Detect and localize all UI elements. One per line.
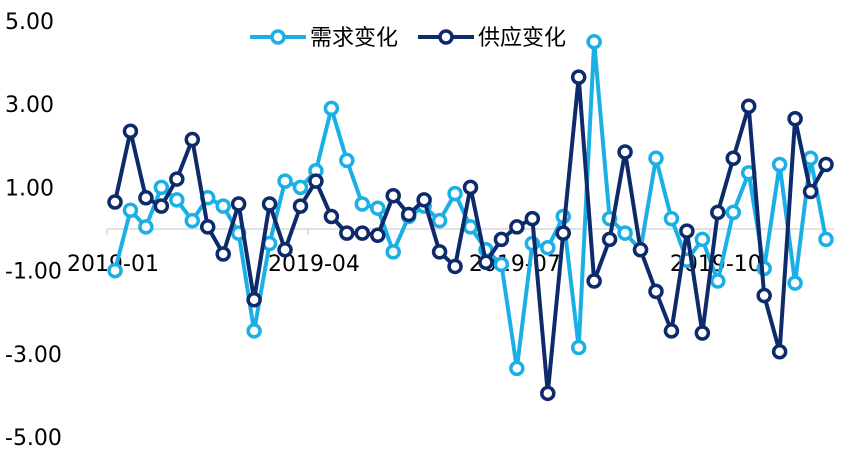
data-point xyxy=(292,179,309,196)
data-point xyxy=(447,185,463,202)
data-point xyxy=(385,244,401,260)
y-tick-label: 1.00 xyxy=(5,176,54,201)
data-point xyxy=(199,219,216,235)
data-point xyxy=(339,152,355,169)
data-point xyxy=(802,183,819,200)
y-tick-label: -5.00 xyxy=(5,426,62,451)
legend-item: 供应变化 xyxy=(418,26,566,51)
data-point xyxy=(292,198,309,214)
data-point xyxy=(632,242,649,258)
data-point xyxy=(153,179,170,196)
legend: 需求变化 供应变化 xyxy=(250,26,566,51)
y-tick-label: -3.00 xyxy=(5,343,62,368)
data-point xyxy=(431,244,448,260)
data-point xyxy=(710,273,726,289)
data-point xyxy=(570,69,587,85)
data-point xyxy=(138,219,154,235)
data-point xyxy=(339,225,355,241)
data-point xyxy=(540,239,556,256)
legend-marker xyxy=(438,29,454,45)
data-point xyxy=(570,339,587,356)
data-point xyxy=(478,254,494,271)
data-point xyxy=(354,196,371,212)
data-point xyxy=(586,273,602,289)
data-point xyxy=(663,323,680,339)
data-point xyxy=(756,287,772,304)
data-point xyxy=(787,275,803,291)
data-point xyxy=(107,194,123,210)
data-point xyxy=(740,98,757,115)
data-point xyxy=(169,171,185,187)
data-point xyxy=(153,198,170,214)
data-point xyxy=(493,231,510,248)
data-point xyxy=(787,111,803,127)
series-group xyxy=(107,34,834,402)
series-1 xyxy=(107,34,834,377)
y-tick-label: 5.00 xyxy=(5,10,54,35)
data-point xyxy=(431,212,448,229)
data-point xyxy=(679,223,695,239)
data-point xyxy=(184,131,201,148)
data-point xyxy=(771,156,788,173)
data-point xyxy=(184,212,201,229)
data-point xyxy=(540,385,556,402)
data-point xyxy=(586,34,602,50)
data-point xyxy=(107,262,123,279)
legend-label: 需求变化 xyxy=(310,26,398,51)
data-point xyxy=(725,204,742,221)
data-point xyxy=(246,291,262,308)
data-point xyxy=(771,343,788,360)
data-point xyxy=(370,227,386,243)
data-point xyxy=(509,219,525,235)
data-point xyxy=(617,144,633,160)
data-point xyxy=(818,231,834,248)
legend-marker xyxy=(270,29,286,45)
data-point xyxy=(385,187,401,204)
data-point xyxy=(323,100,340,117)
data-point xyxy=(122,202,139,219)
data-point xyxy=(447,258,463,275)
data-point xyxy=(462,179,479,196)
data-point xyxy=(694,231,711,248)
data-point xyxy=(246,323,262,339)
data-point xyxy=(509,360,525,377)
legend-item: 需求变化 xyxy=(250,26,398,51)
data-point xyxy=(400,206,417,223)
data-point xyxy=(308,173,324,189)
y-tick-label: 3.00 xyxy=(5,93,54,118)
data-point xyxy=(725,150,742,167)
data-point xyxy=(462,219,479,235)
data-point xyxy=(694,325,711,341)
data-point xyxy=(230,196,247,212)
data-point xyxy=(215,246,231,262)
legend-label: 供应变化 xyxy=(478,26,566,51)
data-point xyxy=(555,225,571,241)
data-point xyxy=(122,123,139,139)
series-line xyxy=(113,75,828,396)
data-point xyxy=(524,210,541,227)
data-point xyxy=(215,198,231,214)
data-point xyxy=(648,283,664,300)
data-point xyxy=(354,225,371,241)
y-axis-labels: 5.00 3.00 1.00 -1.00 -3.00 -5.00 xyxy=(5,10,62,451)
data-point xyxy=(370,200,386,216)
data-point xyxy=(663,210,680,227)
data-point xyxy=(601,231,618,248)
y-tick-label: -1.00 xyxy=(5,260,62,285)
series-2 xyxy=(107,69,834,402)
data-point xyxy=(648,150,664,167)
data-point xyxy=(818,156,834,173)
data-point xyxy=(277,242,293,258)
data-point xyxy=(493,256,510,273)
data-point xyxy=(261,196,278,212)
data-point xyxy=(277,173,293,189)
data-point xyxy=(416,192,432,208)
data-point xyxy=(617,225,633,241)
data-point xyxy=(138,190,154,206)
data-point xyxy=(710,204,726,221)
data-point xyxy=(323,208,340,225)
data-point xyxy=(169,192,185,208)
